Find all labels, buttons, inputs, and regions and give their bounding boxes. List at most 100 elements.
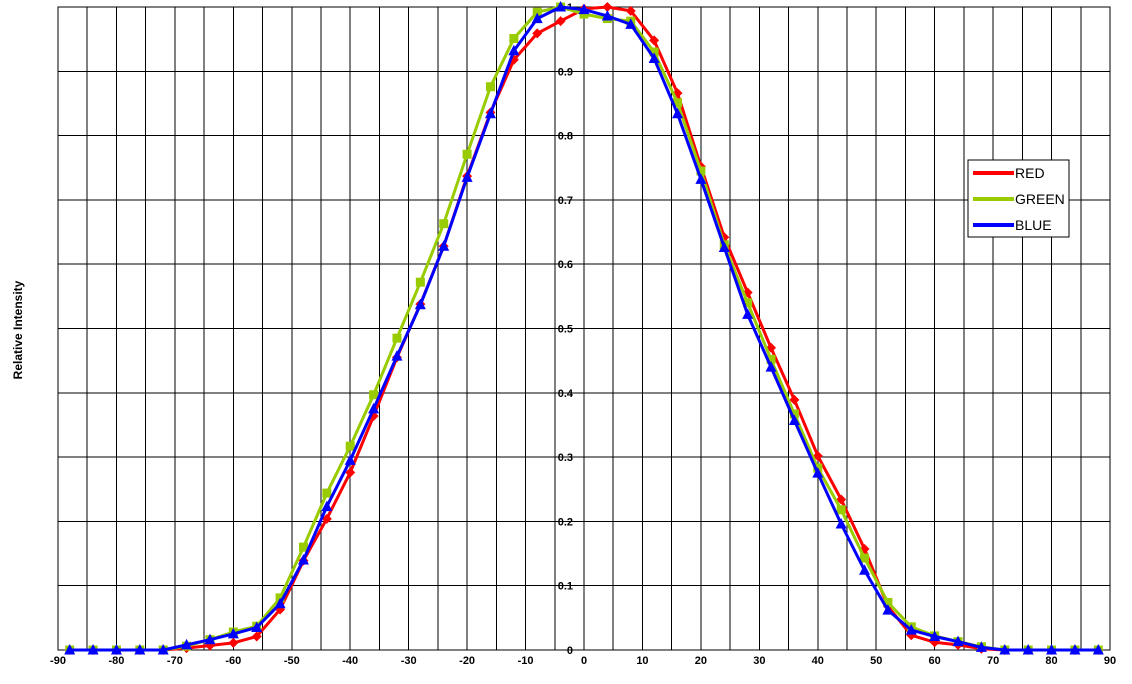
x-tick-label: 10: [636, 655, 648, 667]
legend-item-red: RED: [973, 165, 1045, 181]
data-point-blue: [368, 402, 380, 414]
data-point-blue: [508, 44, 520, 56]
x-tick-label: -40: [342, 655, 358, 667]
data-point-red: [602, 2, 613, 12]
data-point-green: [696, 166, 706, 176]
data-point-blue: [859, 564, 871, 575]
data-point-blue: [391, 350, 403, 361]
data-point-blue: [461, 171, 473, 182]
data-point-blue: [414, 298, 426, 310]
data-point-red: [812, 450, 823, 461]
y-tick-label: 0.1: [558, 581, 573, 593]
y-tick-label: 0.8: [558, 131, 573, 143]
x-tick-label: -30: [401, 655, 417, 667]
y-tick-label: 0.6: [558, 259, 573, 271]
data-point-blue: [905, 624, 917, 635]
y-tick-label: 0.4: [558, 388, 574, 400]
legend-label-blue: BLUE: [1015, 217, 1052, 233]
data-point-green: [532, 7, 542, 17]
data-point-blue: [578, 3, 590, 15]
data-point-blue: [975, 641, 987, 652]
data-point-red: [251, 631, 262, 642]
data-point-red: [555, 16, 566, 27]
x-tick-label: 20: [695, 655, 707, 667]
data-point-green: [743, 298, 753, 308]
x-tick-label: 80: [1045, 655, 1057, 667]
data-point-blue: [484, 107, 496, 119]
x-tick-label: 0: [581, 655, 587, 667]
data-point-blue: [134, 644, 146, 655]
x-tick-label: -70: [167, 655, 183, 667]
x-tick-label: -50: [284, 655, 300, 667]
y-tick-label: 0: [567, 645, 573, 657]
legend: RED GREEN BLUE: [967, 159, 1070, 238]
data-point-green: [439, 219, 449, 229]
data-point-red: [321, 513, 332, 524]
data-point-blue: [672, 107, 684, 119]
y-axis-ticks: 00.10.20.30.40.50.60.70.80.91: [558, 2, 574, 657]
data-point-blue: [929, 630, 941, 641]
data-point-green: [579, 9, 589, 19]
data-point-blue: [438, 240, 450, 251]
data-point-blue: [835, 517, 847, 529]
legend-item-green: GREEN: [973, 191, 1065, 207]
data-point-red: [789, 394, 800, 405]
data-point-green: [673, 98, 683, 108]
data-point-green: [369, 390, 379, 400]
data-point-blue: [718, 241, 730, 252]
data-point-blue: [227, 627, 239, 639]
data-point-blue: [87, 644, 99, 655]
data-point-blue: [181, 638, 193, 650]
data-point-green: [766, 354, 776, 364]
y-axis-title: Relative Intensity: [11, 280, 25, 379]
grid: [57, 6, 1111, 651]
x-tick-label: -10: [518, 655, 534, 667]
legend-item-blue: BLUE: [973, 217, 1052, 233]
data-point-blue: [695, 173, 707, 184]
data-point-green: [485, 82, 495, 92]
data-point-blue: [251, 621, 263, 632]
data-point-blue: [625, 18, 637, 29]
data-point-red: [836, 494, 847, 505]
legend-label-red: RED: [1015, 165, 1045, 181]
data-point-blue: [1069, 644, 1081, 655]
data-point-green: [789, 409, 799, 419]
x-tick-label: 90: [1104, 655, 1116, 667]
data-point-blue: [204, 633, 216, 645]
x-tick-label: -90: [50, 655, 66, 667]
data-point-red: [532, 28, 543, 39]
data-point-red: [625, 5, 636, 16]
x-tick-label: 70: [987, 655, 999, 667]
data-point-blue: [648, 52, 660, 63]
data-point-red: [228, 637, 239, 648]
data-point-green: [392, 333, 402, 343]
data-point-green: [883, 597, 893, 607]
data-point-red: [345, 467, 356, 478]
data-point-blue: [765, 361, 777, 372]
data-point-blue: [601, 10, 613, 21]
data-point-green: [649, 47, 659, 57]
data-point-blue: [157, 644, 169, 655]
x-tick-label: 60: [929, 655, 941, 667]
data-point-green: [298, 542, 308, 552]
y-tick-label: 0.3: [558, 452, 573, 464]
x-tick-label: -20: [459, 655, 475, 667]
data-point-blue: [1022, 644, 1034, 655]
series-blue: [64, 1, 1104, 655]
data-point-blue: [952, 635, 964, 647]
x-tick-label: 40: [812, 655, 824, 667]
data-point-blue: [999, 644, 1011, 655]
data-point-blue: [531, 12, 543, 24]
data-point-green: [415, 277, 425, 287]
x-tick-label: 50: [870, 655, 882, 667]
data-point-green: [509, 34, 519, 44]
data-point-blue: [882, 604, 894, 615]
data-point-red: [649, 35, 660, 46]
legend-label-green: GREEN: [1015, 191, 1065, 207]
data-point-blue: [812, 467, 824, 478]
y-tick-label: 0.9: [558, 66, 573, 78]
data-point-blue: [742, 308, 754, 319]
data-point-blue: [788, 414, 800, 425]
data-point-blue: [274, 597, 286, 609]
